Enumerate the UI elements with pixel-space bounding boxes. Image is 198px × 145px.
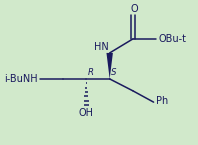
Text: Ph: Ph	[156, 96, 168, 106]
Text: S: S	[110, 68, 116, 77]
Text: O: O	[131, 4, 139, 14]
Text: OH: OH	[79, 108, 94, 118]
Polygon shape	[107, 53, 113, 79]
Text: OBu-t: OBu-t	[159, 34, 187, 44]
Text: i-BuNH: i-BuNH	[4, 74, 38, 84]
Text: R: R	[88, 68, 94, 77]
Text: HN: HN	[94, 41, 109, 51]
